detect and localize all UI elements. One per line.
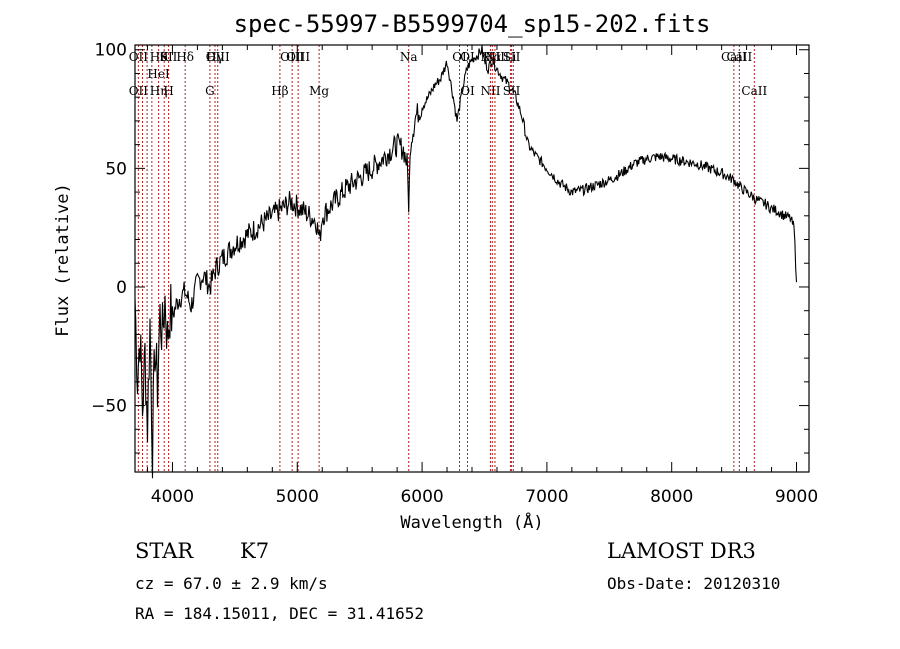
line-marker-label: NII	[480, 84, 500, 98]
x-tick-label: 4000	[151, 487, 194, 507]
object-subclass-label: K7	[240, 539, 269, 563]
line-marker-label: Hδ	[176, 50, 194, 64]
obs-date-text: Obs-Date: 20120310	[607, 574, 780, 593]
line-marker-label: OIII	[206, 50, 230, 64]
line-marker-label: OI	[452, 50, 467, 64]
x-tick-label: 5000	[276, 487, 319, 507]
line-marker-label: NII	[480, 50, 500, 64]
redshift-text: cz = 67.0 ± 2.9 km/s	[135, 574, 328, 593]
line-marker-label: CaII	[741, 84, 767, 98]
line-marker-label: CaII	[721, 50, 747, 64]
line-marker-label: H	[163, 84, 173, 98]
x-tick-label: 6000	[400, 487, 443, 507]
line-marker-label: HeI	[147, 67, 170, 81]
line-marker-label: Hβ	[271, 84, 288, 98]
x-tick-label: 8000	[650, 487, 693, 507]
chart-title: spec-55997-B5599704_sp15-202.fits	[234, 10, 711, 38]
line-marker-label: Li	[505, 50, 517, 64]
line-marker-label: Mg	[309, 84, 329, 98]
y-axis-label: Flux (relative)	[53, 183, 73, 337]
object-class-label: STAR	[135, 539, 194, 563]
x-axis-ticks: 4000 5000 6000 7000 8000 9000	[146, 45, 818, 507]
line-marker-label: OIII	[286, 50, 310, 64]
x-tick-label: 7000	[525, 487, 568, 507]
survey-label: LAMOST DR3	[607, 539, 756, 563]
y-tick-label: −50	[91, 397, 127, 417]
coordinates-text: RA = 184.15011, DEC = 31.41652	[135, 604, 424, 623]
y-axis-ticks: −50 0 50 100	[91, 41, 809, 454]
spectrum-series-line	[134, 45, 798, 479]
line-marker-label: Hγ	[206, 50, 224, 64]
line-marker-label: OI	[460, 84, 475, 98]
x-tick-label: 9000	[775, 487, 818, 507]
y-tick-label: 100	[95, 41, 127, 61]
y-tick-label: 50	[105, 159, 127, 179]
line-marker-label: Hη	[150, 84, 168, 98]
line-marker-label: CaII	[726, 50, 752, 64]
line-marker-label: SII	[160, 50, 178, 64]
line-marker-label: NII	[485, 50, 505, 64]
line-marker-label: Na	[400, 50, 418, 64]
line-marker-label: SII	[503, 84, 521, 98]
line-marker-label: K	[160, 50, 170, 64]
line-marker-label: G	[205, 84, 215, 98]
line-marker-label: SII	[503, 50, 521, 64]
x-axis-label: Wavelength (Å)	[400, 511, 543, 533]
line-marker-label: OII	[129, 50, 149, 64]
line-marker-label: OII	[129, 84, 149, 98]
line-marker-label: Hα	[483, 50, 502, 64]
spectral-line-markers: OIIOIIHθHeIHηKSIIHHδGHγOIIIHβOIIIOIIIMgN…	[129, 45, 767, 472]
line-marker-label: OI	[460, 50, 475, 64]
y-tick-label: 0	[116, 278, 127, 298]
plot-frame	[134, 44, 810, 473]
line-marker-label: Hθ	[150, 50, 168, 64]
